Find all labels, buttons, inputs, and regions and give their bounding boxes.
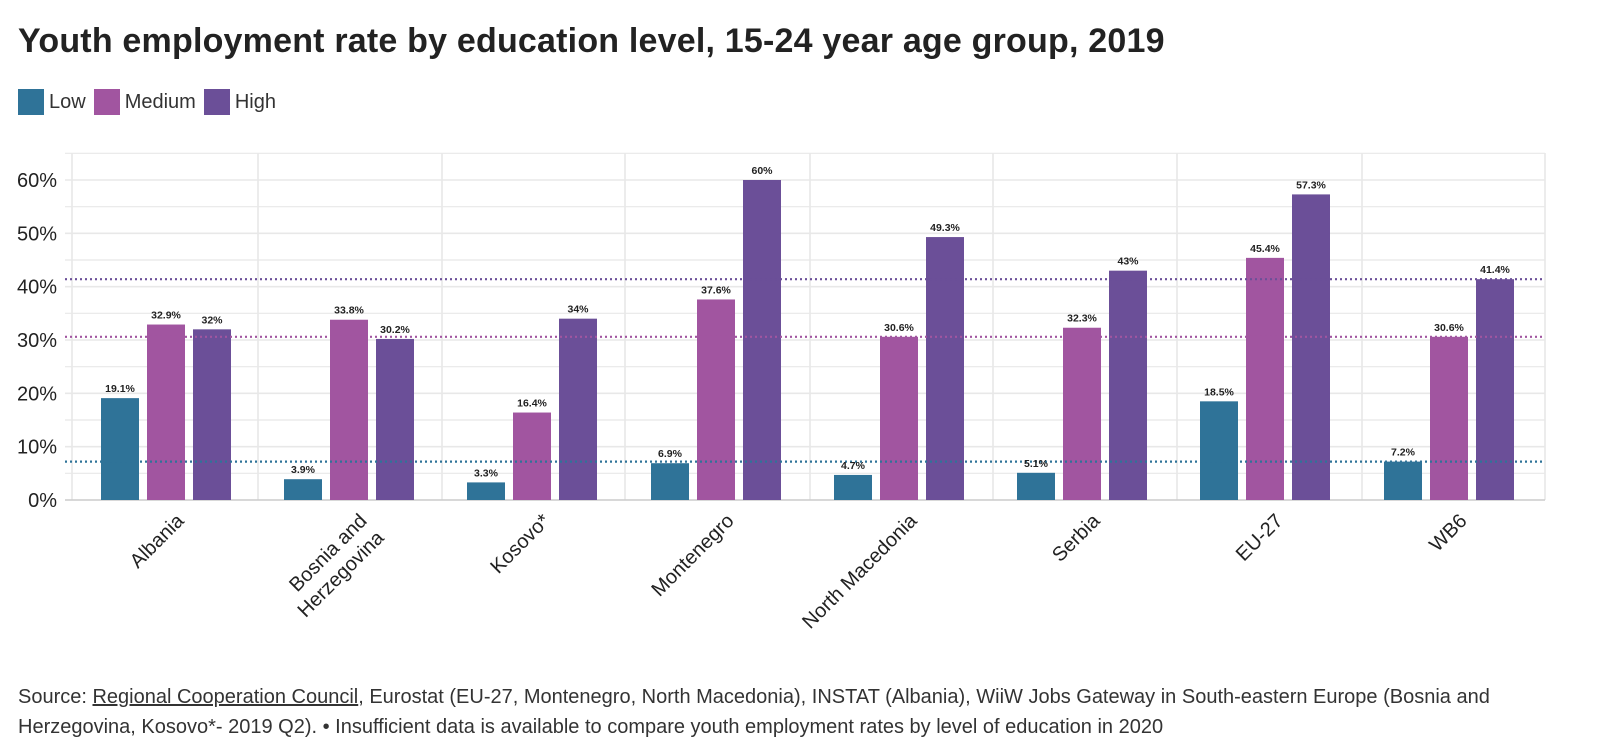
- data-label-low-3: 6.9%: [658, 448, 683, 460]
- data-label-medium-6: 45.4%: [1250, 243, 1280, 255]
- source-rest: , Eurostat (EU-27, Montenegro, North Mac…: [18, 686, 1490, 738]
- bar-medium-7: [1430, 336, 1468, 500]
- source-note: Source: Regional Cooperation Council, Eu…: [18, 682, 1578, 742]
- data-label-medium-2: 16.4%: [517, 398, 547, 410]
- x-tick-label-3: Montenegro: [647, 510, 738, 601]
- data-label-high-3: 60%: [751, 165, 773, 177]
- data-label-low-4: 4.7%: [841, 460, 866, 472]
- legend-item-low[interactable]: Low: [18, 89, 90, 115]
- data-label-low-6: 18.5%: [1204, 386, 1234, 398]
- bar-high-3: [743, 180, 781, 500]
- x-tick-label-1: Bosnia andHerzegovina: [277, 509, 390, 622]
- data-label-high-0: 32%: [201, 314, 223, 326]
- x-tick-label-7: WB6: [1425, 510, 1471, 556]
- legend-label-low: Low: [49, 90, 86, 113]
- data-label-low-2: 3.3%: [474, 467, 499, 479]
- chart-title: Youth employment rate by education level…: [18, 22, 1165, 60]
- bar-low-1: [284, 479, 322, 500]
- x-tick-label-4: North Macedonia: [798, 509, 922, 633]
- bar-medium-3: [697, 299, 735, 500]
- bar-low-3: [651, 463, 689, 500]
- bar-high-0: [193, 329, 231, 500]
- bar-high-4: [926, 237, 964, 501]
- source-prefix: Source:: [18, 686, 93, 708]
- bar-high-1: [376, 338, 414, 500]
- legend-label-medium: Medium: [124, 90, 196, 113]
- bar-low-4: [834, 474, 872, 500]
- legend: Low Medium High: [18, 89, 284, 115]
- x-tick-label-5: Serbia: [1048, 509, 1105, 566]
- bar-medium-4: [880, 336, 918, 500]
- data-label-medium-1: 33.8%: [334, 305, 364, 317]
- bar-high-6: [1292, 194, 1330, 500]
- legend-swatch-medium: [93, 89, 120, 115]
- y-tick-label: 60%: [17, 170, 57, 192]
- data-label-low-7: 7.2%: [1391, 447, 1416, 459]
- x-tick-label-2: Kosovo*: [486, 510, 554, 578]
- data-label-medium-4: 30.6%: [884, 322, 914, 334]
- data-label-high-2: 34%: [567, 304, 589, 316]
- legend-item-medium[interactable]: Medium: [93, 89, 200, 115]
- data-label-medium-7: 30.6%: [1434, 322, 1464, 334]
- legend-item-high[interactable]: High: [203, 89, 280, 115]
- y-tick-label: 30%: [17, 330, 57, 352]
- data-label-high-7: 41.4%: [1480, 264, 1510, 276]
- y-tick-label: 40%: [17, 277, 57, 299]
- bar-low-5: [1017, 472, 1055, 500]
- data-label-low-1: 3.9%: [291, 464, 316, 476]
- bar-medium-6: [1246, 257, 1284, 500]
- bar-low-7: [1384, 461, 1422, 500]
- data-label-low-0: 19.1%: [105, 383, 135, 395]
- y-tick-label: 10%: [17, 437, 57, 459]
- data-label-high-4: 49.3%: [930, 222, 960, 234]
- bar-low-2: [467, 482, 505, 500]
- data-label-medium-3: 37.6%: [701, 284, 731, 296]
- bar-chart: 0% 10% 20% 30% 40% 50% 60% 19.1% 3.9% 3.3% 6.9% 4.7…: [17, 152, 1546, 633]
- data-label-medium-5: 32.3%: [1067, 313, 1097, 325]
- bar-low-0: [101, 398, 139, 500]
- data-label-high-6: 57.3%: [1296, 179, 1326, 191]
- bar-medium-1: [330, 319, 368, 500]
- bar-high-7: [1476, 279, 1514, 500]
- data-label-low-5: 5.1%: [1024, 458, 1049, 470]
- legend-swatch-high: [203, 89, 230, 115]
- data-label-high-5: 43%: [1117, 256, 1139, 268]
- bar-medium-2: [513, 412, 551, 500]
- y-tick-label: 20%: [17, 383, 57, 405]
- source-link[interactable]: Regional Cooperation Council: [92, 686, 359, 708]
- bar-medium-5: [1063, 327, 1101, 500]
- bar-high-2: [559, 318, 597, 500]
- y-tick-label: 0%: [28, 490, 57, 512]
- legend-label-high: High: [234, 90, 276, 113]
- bar-low-6: [1200, 401, 1238, 500]
- x-tick-label-6: EU-27: [1232, 510, 1288, 566]
- bar-medium-0: [147, 324, 185, 500]
- data-label-medium-0: 32.9%: [151, 310, 181, 322]
- x-tick-label-0: Albania: [126, 509, 189, 572]
- bar-high-5: [1109, 270, 1147, 500]
- y-tick-label: 50%: [17, 223, 57, 245]
- legend-swatch-low: [18, 89, 44, 115]
- data-label-high-1: 30.2%: [380, 324, 410, 336]
